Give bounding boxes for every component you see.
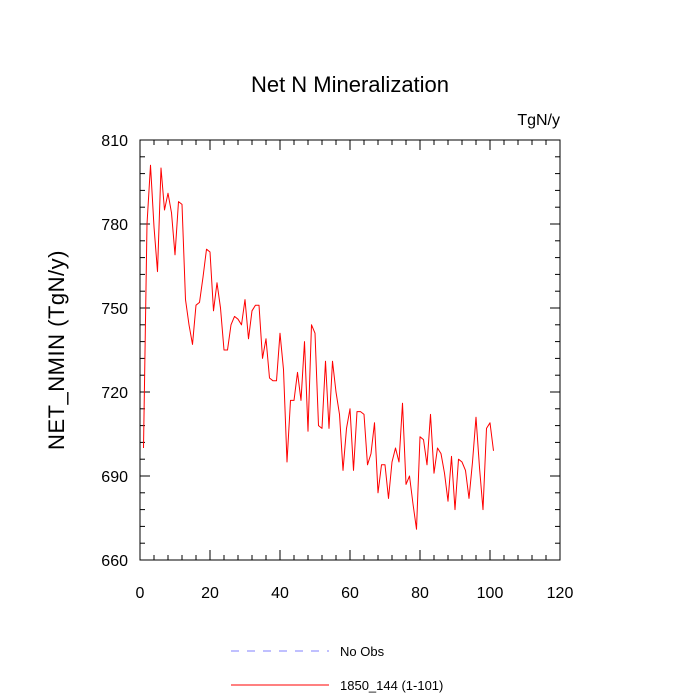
axis-ticks: 0 20 40 60 80 100 120 660 690 720 750 780 810 [101, 133, 573, 602]
units-label: TgN/y [517, 112, 560, 129]
y-tick-label: 720 [101, 385, 128, 402]
y-tick-label: 780 [101, 217, 128, 234]
x-tick-label: 0 [136, 585, 145, 602]
chart-title: Net N Mineralization [251, 72, 449, 97]
x-tick-label: 80 [411, 585, 429, 602]
x-tick-label: 40 [271, 585, 289, 602]
legend: No Obs 1850_144 (1-101) [231, 644, 443, 693]
x-tick-label: 100 [477, 585, 504, 602]
x-tick-label: 120 [547, 585, 574, 602]
plot-frame [139, 139, 561, 561]
y-tick-label: 660 [101, 553, 128, 570]
y-axis-label: NET_NMIN (TgN/y) [44, 250, 69, 450]
legend-label: 1850_144 (1-101) [340, 678, 443, 693]
series-group [143, 164, 494, 530]
legend-label: No Obs [340, 644, 385, 659]
y-tick-label: 690 [101, 469, 128, 486]
y-tick-label: 750 [101, 301, 128, 318]
x-tick-label: 60 [341, 585, 359, 602]
x-tick-label: 20 [201, 585, 219, 602]
y-tick-label: 810 [101, 133, 128, 150]
series-line [143, 164, 494, 530]
